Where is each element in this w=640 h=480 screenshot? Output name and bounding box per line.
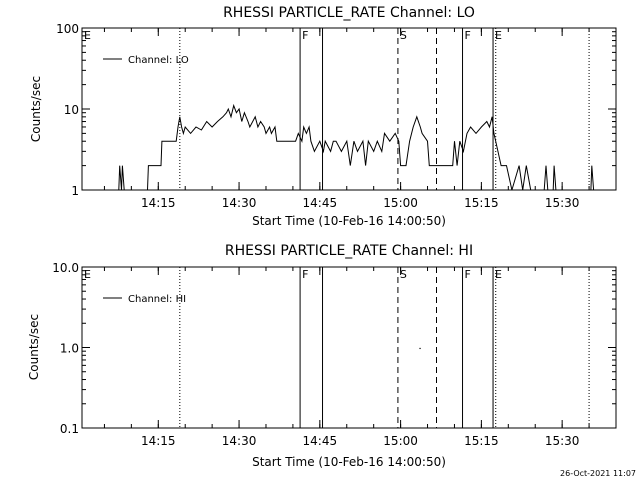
data-point: [419, 347, 421, 350]
event-marker-label: F: [302, 268, 308, 281]
axis-ticks: 14:15 14:30 14:45 15:00 15:15 15:30 0.1 1.0 10.0: [52, 261, 617, 448]
y-axis-label: Counts/sec: [29, 76, 43, 142]
x-tick-label: 14:45: [303, 196, 338, 210]
series-lines: [419, 347, 421, 350]
series-line: [147, 103, 532, 191]
x-tick-label: 15:00: [383, 196, 418, 210]
x-tick-label: 14:45: [303, 434, 338, 448]
plot-frame: [81, 266, 617, 429]
event-marker-label: S: [400, 29, 407, 42]
y-tick-label: 1.0: [60, 342, 79, 356]
panel-hi: RHESSI PARTICLE_RATE Channel: HI Counts/…: [27, 243, 617, 469]
chart-title: RHESSI PARTICLE_RATE Channel: LO: [223, 5, 475, 21]
y-tick-label: 10.0: [52, 261, 79, 275]
y-axis-label: Counts/sec: [27, 314, 41, 380]
legend: Channel: LO: [103, 55, 189, 66]
event-marker-label: F: [465, 29, 471, 42]
plot-frame: [81, 27, 617, 191]
x-tick-label: 15:15: [464, 196, 499, 210]
timestamp-stamp: 26-Oct-2021 11:07: [560, 469, 636, 478]
series-lines: [118, 103, 595, 191]
x-tick-label: 15:15: [464, 434, 499, 448]
event-marker-label: F: [302, 29, 308, 42]
legend: Channel: HI: [103, 294, 186, 305]
y-tick-label: 100: [56, 22, 79, 36]
series-line: [543, 165, 549, 191]
event-marker-label: E: [495, 29, 502, 42]
x-tick-label: 14:30: [222, 196, 257, 210]
x-tick-label: 15:30: [545, 196, 580, 210]
series-line: [552, 165, 557, 191]
legend-label: Channel: LO: [128, 55, 189, 66]
x-tick-label: 14:15: [141, 434, 176, 448]
event-marker-label: E: [84, 268, 91, 281]
y-tick-label: 10: [64, 103, 79, 117]
x-tick-label: 14:15: [141, 196, 176, 210]
event-marker-label: E: [84, 29, 91, 42]
event-marker-label: F: [465, 268, 471, 281]
y-tick-label: 1: [71, 184, 79, 198]
x-tick-label: 15:30: [545, 434, 580, 448]
y-tick-label: 0.1: [60, 422, 79, 436]
x-axis-label: Start Time (10-Feb-16 14:00:50): [252, 214, 446, 228]
series-line: [118, 165, 125, 191]
event-marker-label: S: [400, 268, 407, 281]
axis-ticks: 14:15 14:30 14:45 15:00 15:15 15:30 1 10 100: [56, 22, 617, 210]
legend-label: Channel: HI: [128, 294, 186, 305]
x-axis-label: Start Time (10-Feb-16 14:00:50): [252, 455, 446, 469]
chart-title: RHESSI PARTICLE_RATE Channel: HI: [225, 243, 473, 259]
series-line: [590, 165, 595, 191]
event-marker-label: E: [495, 268, 502, 281]
x-tick-label: 14:30: [222, 434, 257, 448]
x-tick-label: 15:00: [383, 434, 418, 448]
panel-lo: RHESSI PARTICLE_RATE Channel: LO Counts/…: [29, 5, 617, 228]
